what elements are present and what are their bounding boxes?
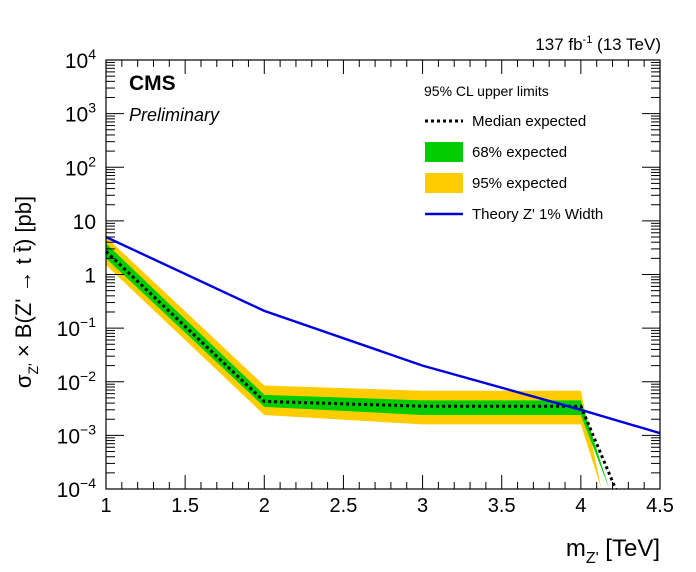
- x-tick-label: 4.5: [646, 495, 674, 517]
- y-tick-label: 10−2: [57, 368, 97, 395]
- x-axis-title: mZ' [TeV]: [566, 535, 660, 567]
- y-tick-label: 1: [84, 265, 96, 288]
- x-tick-label: 3.5: [488, 495, 516, 517]
- median-expected-legend-label: Median expected: [472, 113, 586, 130]
- x-tick-label: 4: [575, 495, 586, 517]
- lumi-label: 137 fb-1 (13 TeV): [535, 34, 661, 54]
- x-tick-label: 1.5: [171, 495, 199, 517]
- x-tick-label: 3: [417, 495, 428, 517]
- axis-ticks: [105, 59, 661, 490]
- preliminary-label: Preliminary: [129, 105, 220, 125]
- y-tick-label: 10−3: [57, 421, 97, 448]
- y-axis-title: σZ' × B(Z' → t t̄) [pb]: [11, 196, 41, 388]
- 95-expected-legend-label: 95% expected: [472, 175, 567, 192]
- y-tick-label: 104: [65, 46, 96, 73]
- theory-z-1-width-legend-label: Theory Z' 1% Width: [472, 206, 603, 223]
- legend-title: 95% CL upper limits: [424, 83, 549, 99]
- 68-expected-swatch: [425, 142, 463, 162]
- 95-expected-swatch: [425, 173, 463, 193]
- median-expected-line: [104, 250, 618, 490]
- y-tick-label: 10−1: [57, 314, 97, 341]
- y-tick-label: 10: [73, 211, 96, 234]
- x-tick-label: 2: [259, 495, 270, 517]
- 68-expected-band: [106, 243, 610, 489]
- x-tick-label: 1: [100, 495, 111, 517]
- limit-lines: [104, 235, 661, 490]
- tick-labels: 1 1.5 2 2.5 3 3.5 4 4.5 10−4 10−3 10−2 10−1 1 10 102 10…: [57, 46, 674, 517]
- 95-expected-band: [106, 237, 602, 489]
- legend: Median expected 68% expected 95% expected T…: [425, 113, 603, 223]
- expected-bands: [106, 237, 610, 489]
- theory-z-1-width-line: [105, 235, 661, 435]
- 68-expected-legend-label: 68% expected: [472, 144, 567, 161]
- y-tick-label: 10−4: [57, 475, 97, 502]
- x-tick-label: 2.5: [330, 495, 358, 517]
- y-tick-label: 102: [65, 153, 96, 180]
- y-tick-label: 103: [65, 100, 96, 127]
- cms-label: CMS: [129, 72, 176, 95]
